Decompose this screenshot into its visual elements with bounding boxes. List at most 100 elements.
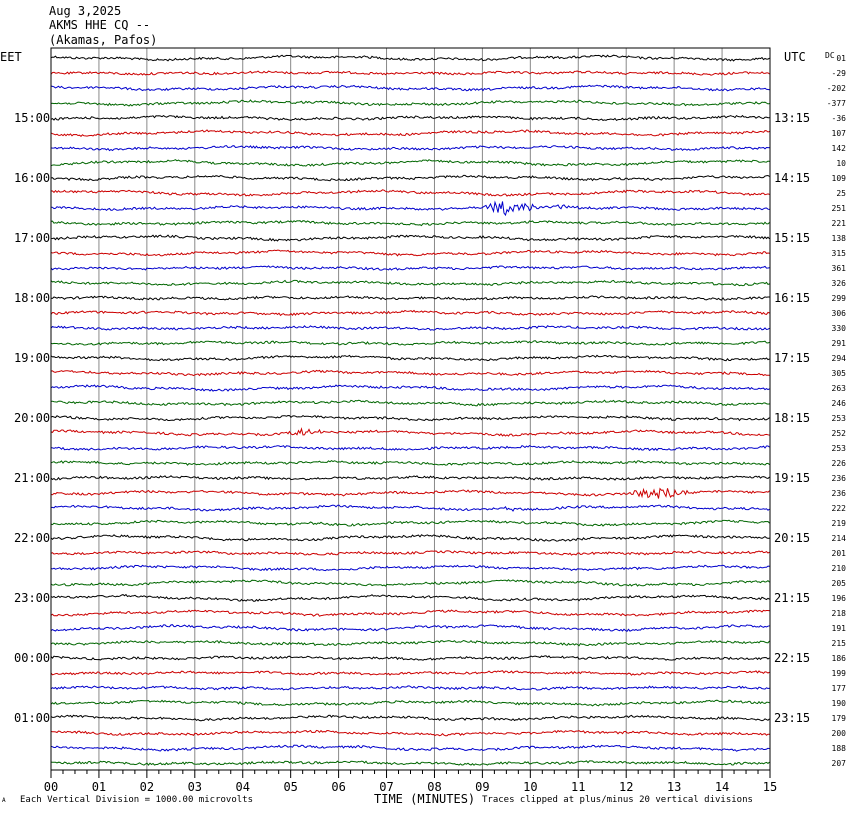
seismic-trace: [50, 200, 770, 217]
seismic-trace: [51, 504, 770, 512]
dc-offset-label: 107: [832, 129, 847, 138]
right-hour-label: 22:15: [774, 651, 810, 665]
seismic-trace: [50, 159, 770, 167]
seismic-trace: [50, 354, 770, 362]
dc-offset-label: 294: [832, 354, 847, 363]
dc-offset-label: 218: [832, 609, 847, 618]
seismic-trace: [50, 609, 770, 617]
seismic-trace: [50, 670, 770, 676]
dc-offset-label: 01: [836, 54, 846, 63]
left-hour-label: 19:00: [14, 351, 50, 365]
dc-offset-label: 253: [832, 414, 847, 423]
plot-grid: [98, 48, 723, 770]
x-tick-label: 05: [283, 780, 297, 794]
seismic-trace: [50, 325, 770, 331]
dc-offset-label: 226: [832, 459, 847, 468]
left-hour-label: 21:00: [14, 471, 50, 485]
seismic-trace: [50, 534, 770, 542]
seismic-trace: [50, 369, 770, 377]
dc-offset-label: 179: [832, 714, 847, 723]
dc-offset-label: 190: [832, 699, 847, 708]
dc-offset-label: 236: [832, 474, 847, 483]
header-station: AKMS HHE CQ --: [49, 18, 151, 32]
dc-offset-label: 253: [832, 444, 847, 453]
dc-offset-label: 109: [832, 174, 847, 183]
dc-offset-label: 10: [836, 159, 846, 168]
axis-labels: EET UTC DC 15:00 16:00 17:00 18:00 19:00 20:00 21…: [0, 50, 846, 794]
seismic-trace: [50, 279, 770, 287]
x-tick-label: 08: [427, 780, 441, 794]
seismic-trace: [50, 54, 770, 62]
seismic-trace: [50, 340, 770, 346]
corner-mark: A: [2, 797, 6, 804]
x-tick-label: 01: [92, 780, 106, 794]
dc-offset-label: 177: [832, 684, 847, 693]
seismic-trace: [50, 729, 770, 737]
seismic-trace: [50, 685, 770, 691]
right-hour-label: 17:15: [774, 351, 810, 365]
seismic-trace: [50, 174, 770, 182]
x-tick-label: 06: [331, 780, 345, 794]
seismic-trace: [50, 550, 770, 556]
left-hour-label: 16:00: [14, 171, 50, 185]
seismic-trace: [50, 459, 770, 466]
seismic-trace: [50, 384, 770, 392]
dc-offset-label: 207: [832, 759, 847, 768]
seismic-trace: [50, 593, 770, 602]
x-tick-label: 12: [619, 780, 633, 794]
dc-offset-label: 200: [832, 729, 847, 738]
dc-offset-label: 299: [832, 294, 847, 303]
seismic-trace: [50, 639, 770, 647]
dc-offset-label: 215: [832, 639, 847, 648]
seismic-trace: [50, 624, 770, 632]
x-tick-label: 07: [379, 780, 393, 794]
seismic-trace: [50, 295, 770, 301]
seismic-trace: [50, 189, 770, 197]
dc-offset-label: 306: [832, 309, 847, 318]
seismic-trace: [50, 714, 770, 722]
left-axis-label: EET: [0, 50, 22, 64]
dc-offset-label: 315: [832, 249, 847, 258]
dc-offset-label: 291: [832, 339, 847, 348]
x-tick-label: 02: [140, 780, 154, 794]
seismic-trace: [50, 399, 770, 407]
dc-offset-label: 205: [832, 579, 847, 588]
dc-offset-label: 330: [832, 324, 847, 333]
seismic-trace: [50, 414, 770, 422]
right-hour-label: 18:15: [774, 411, 810, 425]
seismic-trace: [50, 564, 770, 572]
right-hour-label: 19:15: [774, 471, 810, 485]
dc-offset-label: -202: [827, 84, 846, 93]
dc-offset-label: 188: [832, 744, 847, 753]
seismic-trace: [50, 579, 770, 587]
seismic-trace: [50, 265, 770, 271]
x-axis-title: TIME (MINUTES): [374, 792, 476, 806]
dc-offset-label: 236: [832, 489, 847, 498]
x-tick-label: 03: [188, 780, 202, 794]
dc-offset-label: 191: [832, 624, 847, 633]
header-location: (Akamas, Pafos): [49, 33, 158, 47]
dc-offset-label: 326: [832, 279, 847, 288]
left-hour-label: 15:00: [14, 111, 50, 125]
right-axis-label: UTC: [784, 50, 806, 64]
dc-offset-label: 361: [832, 264, 847, 273]
dc-offset-label: 251: [832, 204, 847, 213]
left-hour-label: 20:00: [14, 411, 50, 425]
x-tick-label: 04: [236, 780, 250, 794]
x-tick-label: 10: [523, 780, 537, 794]
x-tick-label: 09: [475, 780, 489, 794]
scale-note: Each Vertical Division = 1000.00 microvo…: [20, 795, 253, 805]
seismic-trace: [50, 427, 770, 437]
axes: [50, 47, 771, 778]
header-date: Aug 3,2025: [49, 4, 122, 18]
dc-offset-label: -36: [832, 114, 847, 123]
dc-offset-label: 138: [832, 234, 847, 243]
right-hour-label: 23:15: [774, 711, 810, 725]
seismic-trace: [50, 699, 770, 707]
right-hour-label: 14:15: [774, 171, 810, 185]
right-hour-label: 21:15: [774, 591, 810, 605]
seismic-trace: [50, 760, 770, 766]
right-hour-label: 16:15: [774, 291, 810, 305]
dc-offset-label: 219: [832, 519, 847, 528]
seismic-trace: [50, 145, 770, 152]
